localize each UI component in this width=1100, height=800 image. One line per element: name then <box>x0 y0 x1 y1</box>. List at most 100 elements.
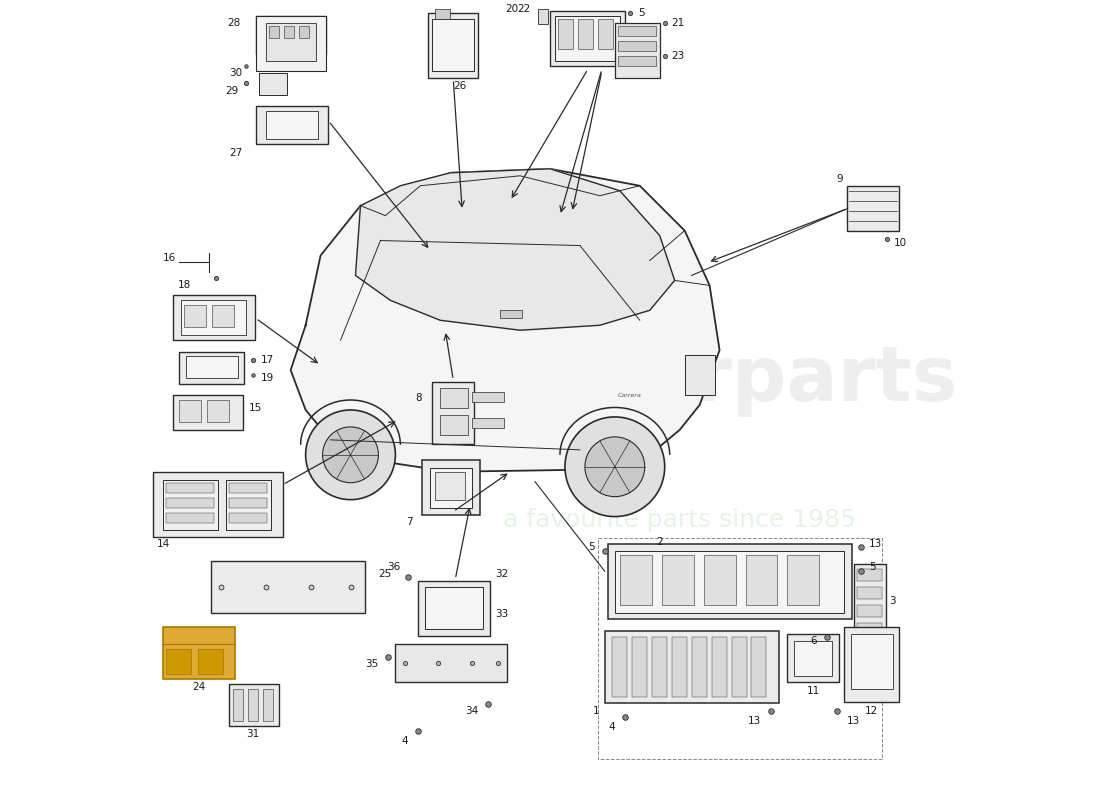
Bar <box>845 627 899 702</box>
Bar <box>207 400 229 422</box>
Text: 23: 23 <box>672 51 685 61</box>
Circle shape <box>565 417 664 517</box>
Text: 3: 3 <box>889 596 895 606</box>
Text: 24: 24 <box>192 682 206 692</box>
Text: 31: 31 <box>246 729 260 739</box>
Bar <box>704 555 736 606</box>
Bar <box>855 565 887 642</box>
Text: 28: 28 <box>228 18 241 28</box>
Bar <box>418 582 491 636</box>
Text: 35: 35 <box>365 659 378 669</box>
Text: 20: 20 <box>505 4 518 14</box>
Text: Carrera: Carrera <box>618 393 641 398</box>
Bar <box>163 627 234 679</box>
Bar <box>166 513 213 522</box>
Bar <box>605 631 780 703</box>
Bar <box>732 637 747 697</box>
Circle shape <box>322 427 378 482</box>
Bar <box>472 418 504 428</box>
Text: 36: 36 <box>387 562 400 573</box>
Bar <box>651 637 667 697</box>
Bar <box>298 26 309 38</box>
Bar <box>166 482 213 493</box>
Text: 5: 5 <box>638 8 645 18</box>
Text: 12: 12 <box>865 706 878 716</box>
Bar <box>186 356 238 378</box>
Bar <box>751 637 767 697</box>
Text: 9: 9 <box>837 174 844 184</box>
Bar <box>179 400 201 422</box>
Text: 7: 7 <box>406 517 412 526</box>
Text: 25: 25 <box>378 570 392 579</box>
Bar <box>857 570 882 582</box>
Bar <box>712 637 727 697</box>
Bar <box>550 11 625 66</box>
Bar <box>184 306 206 327</box>
Bar <box>426 587 483 630</box>
Bar <box>794 641 833 676</box>
Bar <box>430 468 472 508</box>
Bar <box>263 689 273 721</box>
Text: 21: 21 <box>672 18 685 28</box>
Bar <box>173 395 243 430</box>
Polygon shape <box>290 169 719 472</box>
Bar <box>598 19 613 50</box>
Bar <box>266 23 316 61</box>
Text: 18: 18 <box>178 280 191 290</box>
Text: 4: 4 <box>608 722 615 732</box>
Bar <box>618 26 656 36</box>
Text: 8: 8 <box>416 393 422 403</box>
Bar <box>578 19 593 50</box>
Bar <box>163 480 218 530</box>
Text: 34: 34 <box>465 706 478 716</box>
Text: 5: 5 <box>869 562 876 573</box>
Text: 33: 33 <box>495 610 508 619</box>
Bar <box>618 56 656 66</box>
Bar <box>857 623 882 635</box>
Bar <box>788 634 839 682</box>
Bar <box>436 10 450 19</box>
Bar <box>847 186 899 230</box>
Text: 14: 14 <box>156 539 169 550</box>
Bar <box>153 472 283 537</box>
Bar <box>440 388 469 408</box>
Bar <box>198 649 223 674</box>
Bar <box>857 606 882 618</box>
Bar <box>212 306 234 327</box>
Bar <box>432 19 474 71</box>
Bar <box>440 415 469 435</box>
Bar <box>229 498 266 508</box>
Text: 15: 15 <box>249 403 262 413</box>
Bar <box>258 73 287 95</box>
Bar <box>538 10 548 24</box>
Bar <box>672 637 686 697</box>
Bar <box>436 472 465 500</box>
Bar <box>618 42 656 51</box>
Text: 5: 5 <box>588 542 595 553</box>
Bar <box>229 684 278 726</box>
Text: 13: 13 <box>748 716 761 726</box>
Circle shape <box>585 437 645 497</box>
Polygon shape <box>355 169 674 330</box>
Text: 13: 13 <box>869 539 882 550</box>
Bar <box>229 482 266 493</box>
Text: 16: 16 <box>163 254 176 263</box>
Bar <box>500 310 522 318</box>
Bar <box>284 26 294 38</box>
Text: 10: 10 <box>894 238 908 247</box>
Text: a favourite parts since 1985: a favourite parts since 1985 <box>504 507 856 531</box>
Bar <box>432 382 474 444</box>
Bar <box>851 634 893 689</box>
Text: 22: 22 <box>517 4 530 14</box>
Bar <box>180 300 245 335</box>
Bar <box>233 689 243 721</box>
Text: 19: 19 <box>261 373 274 383</box>
Bar <box>692 637 706 697</box>
Text: 26: 26 <box>453 81 466 91</box>
Bar <box>598 538 882 758</box>
Bar <box>558 19 573 50</box>
Bar <box>612 637 627 697</box>
Bar <box>556 16 619 61</box>
Bar <box>179 352 244 384</box>
Bar <box>255 106 328 144</box>
